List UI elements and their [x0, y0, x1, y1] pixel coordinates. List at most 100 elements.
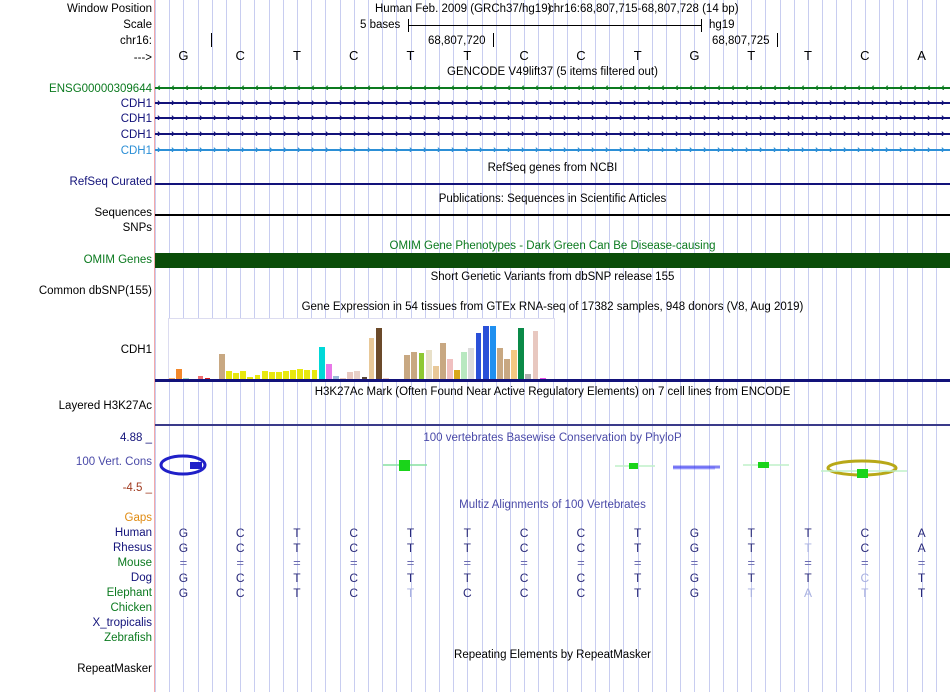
- multiz-base: =: [406, 555, 415, 570]
- label-species-elephant[interactable]: Elephant: [106, 587, 152, 599]
- strand-chevron-icon: ›: [675, 144, 679, 156]
- refseq-feature-line[interactable]: [155, 183, 950, 185]
- strand-chevron-icon: ‹: [353, 82, 357, 94]
- label-gene-3[interactable]: CDH1: [120, 129, 152, 141]
- label-omim-genes[interactable]: OMIM Genes: [83, 254, 152, 266]
- strand-chevron-icon: ›: [451, 144, 455, 156]
- label-species-rhesus[interactable]: Rhesus: [113, 542, 152, 554]
- assembly-text: Human Feb. 2009 (GRCh37/hg19): [375, 3, 552, 15]
- multiz-base: T: [634, 541, 642, 555]
- strand-chevron-icon: ›: [437, 112, 441, 124]
- h3k27ac-center-title: H3K27Ac Mark (Often Found Near Active Re…: [314, 386, 791, 398]
- strand-chevron-icon: ›: [731, 144, 735, 156]
- multiz-base: C: [519, 571, 529, 585]
- strand-chevron-icon: ›: [563, 112, 567, 124]
- multiz-base: T: [634, 526, 642, 540]
- strand-chevron-icon: ›: [241, 97, 245, 109]
- cons-plot[interactable]: [155, 440, 950, 495]
- multiz-base: =: [179, 555, 188, 570]
- multiz-base: G: [178, 526, 189, 540]
- strand-chevron-icon: ›: [885, 144, 889, 156]
- strand-chevron-icon: ‹: [339, 82, 343, 94]
- label-pub-sequences[interactable]: Sequences: [94, 207, 152, 219]
- strand-chevron-icon: ›: [507, 144, 511, 156]
- cons-shape-g1-stem: [190, 462, 202, 469]
- label-gene-1[interactable]: CDH1: [120, 98, 152, 110]
- strand-chevron-icon: ›: [255, 112, 259, 124]
- strand-chevron-icon: ›: [731, 97, 735, 109]
- label-species-chicken[interactable]: Chicken: [110, 602, 152, 614]
- label-species-mouse[interactable]: Mouse: [117, 557, 152, 569]
- multiz-base: T: [406, 526, 415, 540]
- label-species-gaps[interactable]: Gaps: [124, 512, 153, 524]
- publications-feature-line[interactable]: [155, 214, 950, 216]
- omim-feature-bar[interactable]: [155, 253, 950, 268]
- strand-chevron-icon: ‹: [549, 82, 553, 94]
- strand-chevron-icon: ›: [157, 112, 161, 124]
- multiz-base: T: [406, 571, 415, 585]
- multiz-base: T: [293, 571, 301, 585]
- strand-chevron-icon: ‹: [395, 82, 399, 94]
- cons-bar-4: [857, 469, 868, 478]
- strand-chevron-icon: ›: [311, 144, 315, 156]
- label-pub-snps[interactable]: SNPs: [122, 222, 152, 234]
- sequence-base: C: [576, 48, 586, 63]
- label-100-vert-cons[interactable]: 100 Vert. Cons: [75, 456, 152, 468]
- strand-chevron-icon: ›: [885, 97, 889, 109]
- strand-chevron-icon: ‹: [297, 82, 301, 94]
- label-species-dog[interactable]: Dog: [130, 572, 152, 584]
- strand-chevron-icon: ‹: [899, 82, 903, 94]
- label-gtex-cdh1[interactable]: CDH1: [120, 344, 152, 356]
- label-species-zebrafish[interactable]: Zebrafish: [104, 632, 152, 644]
- multiz-base: T: [747, 586, 755, 600]
- strand-chevron-icon: ›: [563, 128, 567, 140]
- strand-chevron-icon: ›: [703, 128, 707, 140]
- gtex-bar: [375, 327, 382, 381]
- strand-chevron-icon: ›: [409, 128, 413, 140]
- gtex-bar: [354, 370, 361, 381]
- label-repeatmasker[interactable]: RepeatMasker: [77, 663, 152, 675]
- gene-feature-row[interactable]: ‹ ‹ ‹ ‹ ‹ ‹ ‹ ‹ ‹ ‹ ‹ ‹ ‹ ‹ ‹ ‹ ‹ ‹ ‹ ‹ ‹ ‹ ‹ ‹ ‹ ‹ ‹ ‹ ‹ ‹ ‹ ‹ ‹ ‹ ‹ ‹ ‹ ‹ ‹ ‹…: [155, 82, 950, 94]
- sequence-base: T: [463, 48, 472, 63]
- strand-chevron-icon: ›: [759, 97, 763, 109]
- strand-chevron-icon: ›: [815, 112, 819, 124]
- strand-chevron-icon: ›: [465, 112, 469, 124]
- strand-chevron-icon: ›: [367, 112, 371, 124]
- gencode-center-title: GENCODE V49lift37 (5 items filtered out): [447, 66, 658, 78]
- gene-feature-row[interactable]: › › › › › › › › › › › › › › › › › › › › › › › › › › › › › › › › › › › › › › › ›…: [155, 97, 950, 109]
- label-common-dbsnp[interactable]: Common dbSNP(155): [38, 285, 152, 297]
- gene-feature-row[interactable]: › › › › › › › › › › › › › › › › › › › › › › › › › › › › › › › › › › › › › › › ›…: [155, 112, 950, 124]
- sequence-base: T: [406, 48, 415, 63]
- strand-chevron-icon: ›: [241, 112, 245, 124]
- multiz-base: =: [349, 555, 358, 570]
- strand-chevron-icon: ›: [759, 144, 763, 156]
- label-refseq-curated[interactable]: RefSeq Curated: [69, 176, 152, 188]
- strand-chevron-icon: ›: [885, 128, 889, 140]
- label-gene-2[interactable]: CDH1: [120, 113, 152, 125]
- strand-chevron-icon: ›: [717, 97, 721, 109]
- gene-feature-row[interactable]: › › › › › › › › › › › › › › › › › › › › › › › › › › › › › › › › › › › › › › › ›…: [155, 144, 950, 156]
- gtex-bar: [496, 348, 503, 381]
- label-gene-0[interactable]: ENSG00000309644: [49, 83, 152, 95]
- label-gene-4[interactable]: CDH1: [120, 145, 152, 157]
- gtex-chart[interactable]: [168, 318, 555, 381]
- strand-chevron-icon: ›: [689, 128, 693, 140]
- strand-chevron-icon: ›: [633, 97, 637, 109]
- gtex-bar: [318, 346, 325, 381]
- strand-chevron-icon: ›: [283, 112, 287, 124]
- label-layered-h3k27ac[interactable]: Layered H3K27Ac: [58, 400, 152, 412]
- label-species-human[interactable]: Human: [114, 527, 152, 539]
- strand-chevron-icon: ›: [353, 144, 357, 156]
- strand-chevron-icon: ‹: [241, 82, 245, 94]
- gene-feature-row[interactable]: › › › › › › › › › › › › › › › › › › › › › › › › › › › › › › › › › › › › › › › ›…: [155, 128, 950, 140]
- strand-chevron-icon: ‹: [619, 82, 623, 94]
- strand-chevron-icon: ›: [297, 144, 301, 156]
- strand-chevron-icon: ›: [913, 97, 917, 109]
- strand-chevron-icon: ‹: [885, 82, 889, 94]
- label-species-x_tropicalis[interactable]: X_tropicalis: [92, 617, 152, 629]
- gtex-bar: [218, 353, 225, 381]
- strand-chevron-icon: ›: [269, 97, 273, 109]
- gtex-bar: [197, 375, 204, 381]
- gtex-bar: [511, 350, 518, 381]
- strand-chevron-icon: ›: [479, 112, 483, 124]
